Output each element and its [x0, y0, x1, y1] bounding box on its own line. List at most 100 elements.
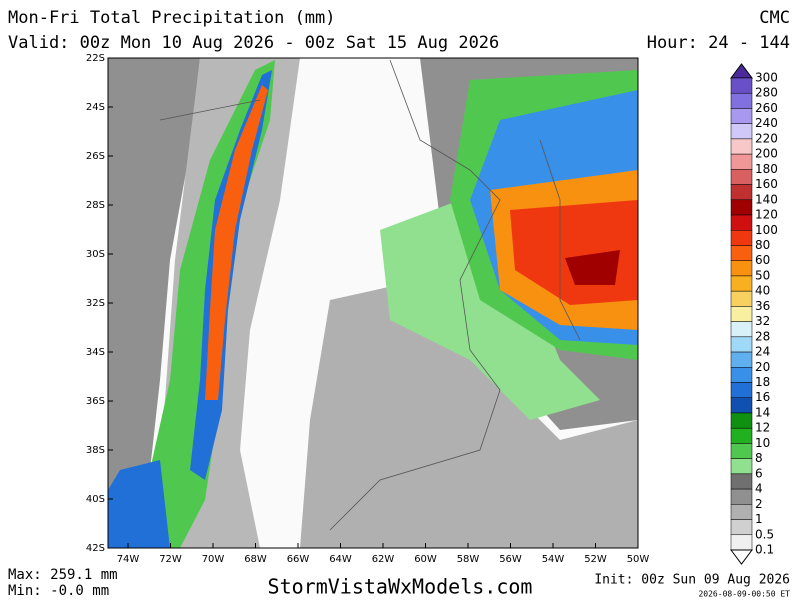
lon-label: 54W — [542, 554, 565, 565]
legend-label: 160 — [755, 177, 778, 191]
legend-label: 6 — [755, 466, 763, 480]
legend-label: 28 — [755, 329, 770, 343]
legend-swatch — [730, 534, 753, 551]
lat-label: 36S — [86, 396, 105, 407]
lat-label: 34S — [86, 347, 105, 358]
borders — [159, 59, 581, 531]
legend-swatch — [730, 108, 753, 124]
timestamp: 2026-08-09-00:50 ET — [698, 590, 790, 599]
lat-label: 24S — [86, 102, 105, 113]
legend-label: 0.5 — [755, 527, 774, 541]
lon-label: 58W — [457, 554, 480, 565]
legend-label: 1 — [755, 512, 763, 526]
lat-label: 32S — [86, 298, 105, 309]
legend-swatch — [730, 382, 753, 398]
legend-swatch — [730, 260, 753, 277]
lon-label: 56W — [499, 554, 522, 565]
legend-swatch — [730, 230, 753, 246]
legend-swatch — [730, 443, 753, 459]
lon-label: 64W — [329, 554, 352, 565]
shade-orange — [205, 85, 268, 400]
legend-label: 24 — [755, 345, 770, 359]
map-field — [107, 57, 639, 549]
legend-label: 8 — [755, 451, 763, 465]
valid-time: Valid: 00z Mon 10 Aug 2026 - 00z Sat 15 … — [8, 33, 499, 53]
min-value: Min: -0.0 mm — [8, 583, 109, 599]
legend-swatch — [730, 245, 753, 261]
legend-swatch — [730, 504, 753, 520]
legend-label: 16 — [755, 390, 770, 404]
lat-label: 38S — [86, 445, 105, 456]
legend-swatch — [730, 275, 753, 292]
lat-label: 40S — [86, 494, 105, 505]
lat-label: 30S — [86, 249, 105, 260]
legend-label: 0.1 — [755, 543, 774, 557]
lon-label: 52W — [584, 554, 607, 565]
legend-label: 80 — [755, 238, 770, 252]
lon-label: 70W — [202, 554, 225, 565]
legend-swatch — [730, 367, 753, 383]
legend-swatch — [730, 473, 753, 490]
legend-label: 100 — [755, 223, 778, 237]
legend-swatch — [730, 321, 753, 338]
legend-label: 200 — [755, 147, 778, 161]
lat-label: 42S — [86, 543, 105, 554]
legend-swatch — [730, 290, 753, 307]
site-name: StormVistaWxModels.com — [268, 575, 533, 599]
legend-label: 2 — [755, 497, 763, 511]
legend-label: 180 — [755, 162, 778, 176]
lat-label: 28S — [86, 200, 105, 211]
legend-swatch — [730, 123, 753, 140]
shade-gray — [300, 280, 638, 548]
max-value: Max: 259.1 mm — [8, 567, 118, 583]
legend-swatch — [730, 336, 753, 353]
lon-label: 68W — [244, 554, 267, 565]
legend-label: 4 — [755, 482, 763, 496]
title: Mon-Fri Total Precipitation (mm) — [8, 8, 336, 28]
legend-swatch — [730, 519, 753, 536]
legend-label: 280 — [755, 86, 778, 100]
legend-swatch — [730, 199, 753, 216]
lat-label: 22S — [86, 53, 105, 64]
legend-label: 140 — [755, 192, 778, 206]
legend-label: 300 — [755, 71, 778, 85]
model: CMC — [759, 8, 790, 28]
legend-swatch — [730, 138, 753, 155]
legend-swatch — [730, 427, 753, 444]
forecast-hour: Hour: 24 - 144 — [647, 33, 790, 53]
lon-label: 60W — [414, 554, 437, 565]
lat-label: 26S — [86, 151, 105, 162]
shade-green — [380, 200, 600, 420]
legend-swatch — [730, 153, 753, 170]
legend-swatch — [730, 92, 753, 109]
lon-label: 66W — [287, 554, 310, 565]
legend-label: 36 — [755, 299, 770, 313]
legend-label: 18 — [755, 375, 770, 389]
lon-label: 50W — [627, 554, 650, 565]
legend-label: 12 — [755, 421, 770, 435]
legend-swatch — [730, 184, 753, 201]
shade-blue — [108, 460, 170, 548]
legend-swatch — [730, 397, 753, 414]
legend-swatch — [730, 77, 753, 94]
legend-label: 60 — [755, 253, 770, 267]
legend-label: 240 — [755, 116, 778, 130]
legend-label: 120 — [755, 208, 778, 222]
lon-label: 72W — [159, 554, 182, 565]
legend-label: 260 — [755, 101, 778, 115]
legend-arrow-top — [730, 63, 753, 79]
legend-label: 32 — [755, 314, 770, 328]
legend-swatch — [730, 412, 753, 429]
legend-swatch — [730, 488, 753, 505]
legend-label: 50 — [755, 268, 770, 282]
legend-label: 20 — [755, 360, 770, 374]
legend-swatch — [730, 214, 753, 231]
shade-gray — [108, 58, 200, 548]
legend-swatch — [730, 458, 753, 475]
legend-swatch — [730, 351, 753, 368]
legend-label: 220 — [755, 131, 778, 145]
legend-swatch — [730, 306, 753, 322]
legend-label: 10 — [755, 436, 770, 450]
legend-label: 40 — [755, 284, 770, 298]
